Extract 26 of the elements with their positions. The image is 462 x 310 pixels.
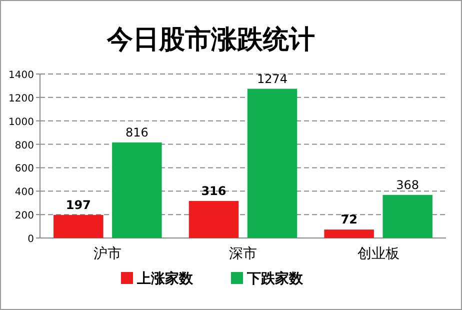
chart-title: 今日股市涨跌统计 (106, 25, 315, 55)
data-label: 197 (66, 198, 91, 212)
bar (188, 200, 239, 238)
y-tick-label: 200 (14, 210, 34, 222)
x-tick-label: 沪市 (94, 246, 122, 262)
data-label: 316 (201, 184, 226, 198)
data-label: 1274 (256, 72, 288, 86)
bar (54, 214, 104, 238)
data-label: 816 (125, 125, 148, 140)
y-tick-label: 1400 (8, 70, 34, 81)
y-tick-label: 1000 (8, 116, 34, 128)
bar (382, 194, 432, 238)
x-tick-label: 创业板 (357, 246, 400, 262)
y-tick-label: 400 (14, 187, 34, 198)
bar (324, 230, 374, 238)
bar (112, 142, 162, 238)
x-tick-label: 深市 (229, 246, 257, 262)
bar (247, 88, 298, 238)
legend-label: 上涨家数 (136, 270, 194, 287)
data-label: 368 (396, 178, 420, 192)
y-tick-label: 800 (14, 140, 34, 152)
data-label: 72 (340, 212, 358, 227)
y-tick-label: 600 (14, 164, 34, 175)
y-tick-label: 1200 (8, 93, 34, 104)
legend-label: 下跌家数 (246, 270, 304, 287)
y-tick-label: 0 (28, 234, 34, 245)
